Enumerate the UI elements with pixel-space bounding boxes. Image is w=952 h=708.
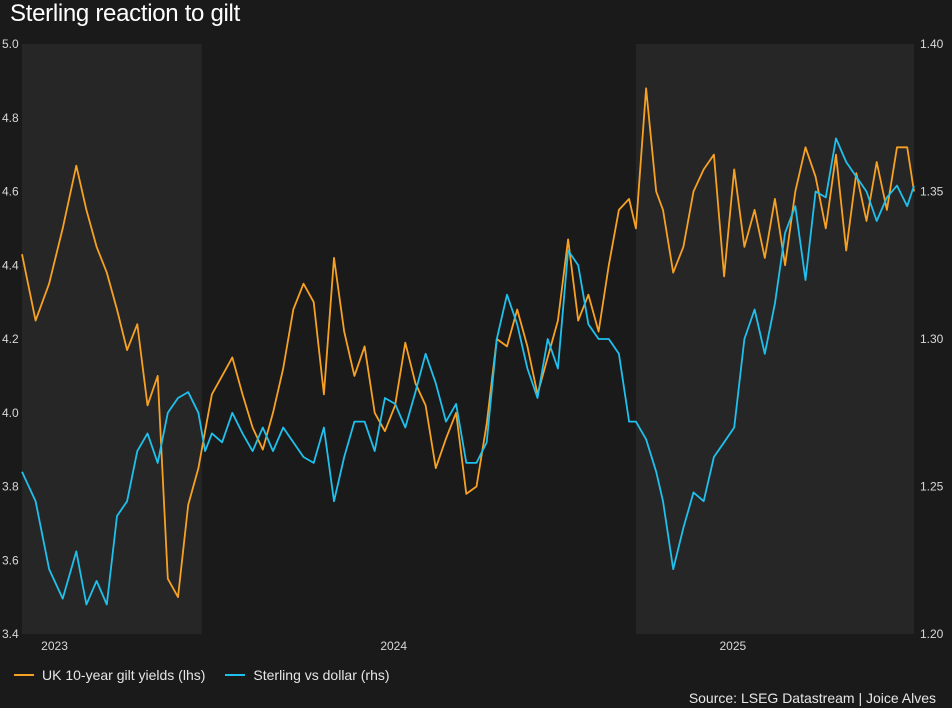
left-tick-label: 4.2	[2, 332, 19, 346]
x-tick-label: 2024	[380, 639, 407, 653]
source-note: Source: LSEG Datastream | Joice Alves	[688, 690, 936, 706]
left-tick-label: 4.4	[2, 258, 19, 272]
left-tick-label: 4.8	[2, 111, 19, 125]
x-tick-label: 2025	[720, 639, 747, 653]
gilt-legend-label: UK 10-year gilt yields (lhs)	[42, 667, 206, 683]
x-tick-label: 2023	[41, 639, 68, 653]
gilt-yield-line	[21, 87, 915, 598]
series-lines	[21, 87, 915, 606]
shaded-period-0	[22, 44, 202, 634]
chart-title: Sterling reaction to gilt	[10, 0, 240, 27]
right-axis-ticks: 1.20 1.25 1.30 1.35 1.40	[920, 37, 944, 641]
shaded-period-1	[635, 44, 914, 634]
sterling-dollar-line	[21, 137, 915, 606]
sterling-legend-label: Sterling vs dollar (rhs)	[253, 667, 390, 683]
left-tick-label: 3.8	[2, 480, 19, 494]
left-tick-label: 3.6	[2, 553, 19, 567]
left-tick-label: 3.4	[2, 627, 19, 641]
right-tick-label: 1.35	[920, 185, 944, 199]
x-axis-ticks: 2023 2024 2025	[41, 639, 746, 653]
left-axis-ticks: 3.4 3.6 3.8 4.0 4.2 4.4 4.6 4.8 5.0	[2, 37, 19, 641]
gilt-swatch	[14, 674, 34, 676]
left-tick-label: 5.0	[2, 37, 19, 51]
right-tick-label: 1.40	[920, 37, 944, 51]
right-tick-label: 1.30	[920, 332, 944, 346]
legend-item-gilt: UK 10-year gilt yields (lhs)	[14, 667, 205, 683]
legend: UK 10-year gilt yields (lhs) Sterling vs…	[14, 667, 410, 683]
right-tick-label: 1.20	[920, 627, 944, 641]
left-tick-label: 4.6	[2, 185, 19, 199]
legend-item-sterling: Sterling vs dollar (rhs)	[225, 667, 390, 683]
sterling-swatch	[225, 674, 246, 676]
shaded-periods	[22, 44, 914, 634]
right-tick-label: 1.25	[920, 480, 944, 494]
left-tick-label: 4.0	[2, 406, 19, 420]
